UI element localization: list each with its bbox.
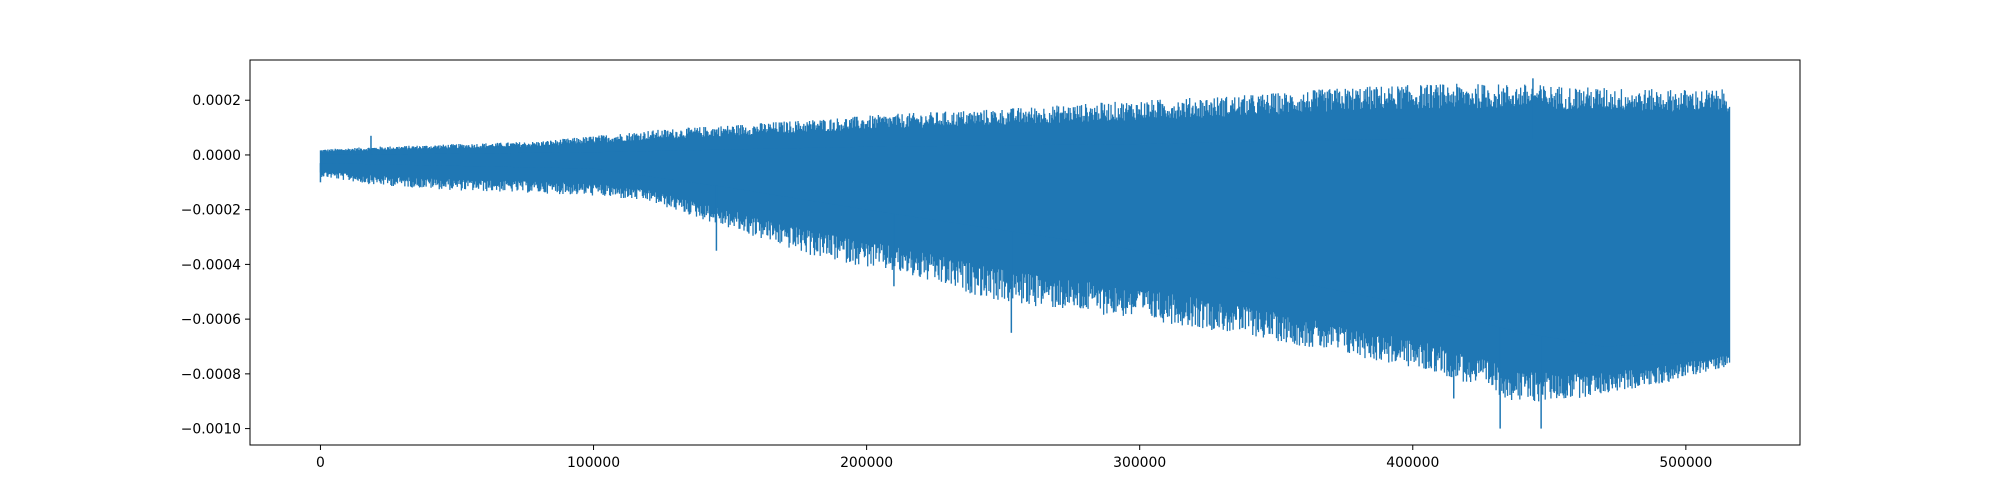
x-tick-label: 400000 [1386,455,1439,471]
x-tick-label: 300000 [1113,455,1166,471]
x-tick-label: 500000 [1659,455,1712,471]
data-layer [319,78,1731,429]
y-tick-label: 0.0000 [192,148,241,164]
series-line [319,78,1731,429]
x-tick-label: 100000 [567,455,620,471]
y-axis: 0.0002 0.0000 −0.0002 −0.0004 −0.0006 −0.0008… [181,93,250,438]
series-dense-band [320,138,1730,347]
y-tick-label: −0.0008 [181,367,241,383]
y-tick-label: −0.0010 [181,422,241,438]
x-tick-label: 200000 [840,455,893,471]
x-axis: 0 100000 200000 300000 400000 500000 [316,445,1712,471]
x-tick-label: 0 [316,455,325,471]
y-tick-label: −0.0006 [181,312,241,328]
y-tick-label: −0.0004 [181,257,241,273]
y-tick-label: 0.0002 [192,93,241,109]
axes-frame [249,59,1801,446]
y-tick-label: −0.0002 [181,203,241,219]
